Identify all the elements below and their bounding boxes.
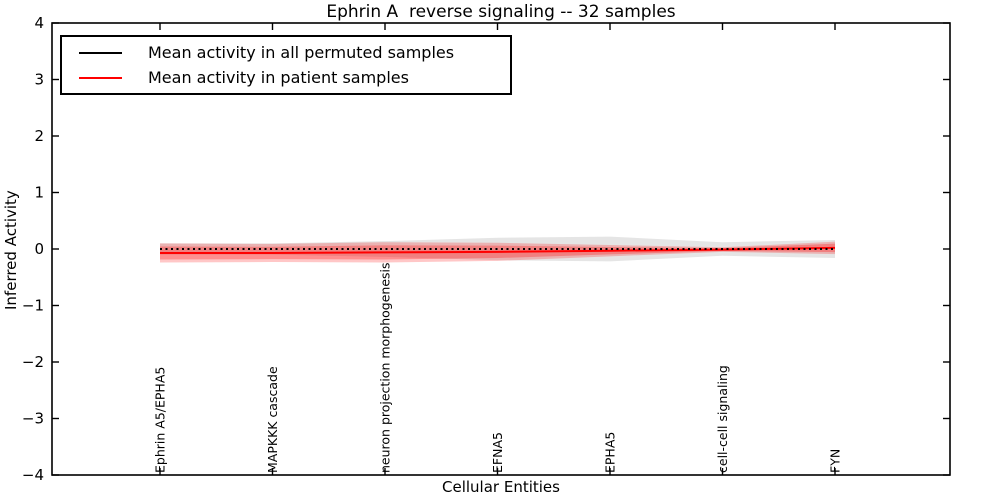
x-entity-label: EFNA5 xyxy=(490,432,505,473)
x-axis-label: Cellular Entities xyxy=(442,478,560,496)
y-tick-label: −1 xyxy=(22,297,44,315)
x-entity-label: cell-cell signaling xyxy=(715,365,730,473)
y-tick-label: −4 xyxy=(22,466,44,484)
y-tick-label: 3 xyxy=(34,71,44,89)
legend-item-permuted: Mean activity in all permuted samples xyxy=(62,43,510,62)
x-entity-label: neuron projection morphogenesis xyxy=(378,262,393,473)
y-tick-label: 2 xyxy=(34,127,44,145)
y-tick-label: 4 xyxy=(34,14,44,32)
red-line-sample-icon xyxy=(79,76,122,79)
x-entity-label: FYN xyxy=(828,449,843,473)
y-tick-label: −3 xyxy=(22,410,44,428)
legend-item-patient: Mean activity in patient samples xyxy=(62,68,510,87)
x-entity-label: Ephrin A5/EPHA5 xyxy=(153,367,168,473)
black-line-sample-icon xyxy=(79,51,122,54)
x-entity-label: EPHA5 xyxy=(603,432,618,473)
y-axis-label: Inferred Activity xyxy=(2,190,20,310)
legend-label-patient: Mean activity in patient samples xyxy=(148,68,409,87)
legend-label-permuted: Mean activity in all permuted samples xyxy=(148,43,455,62)
x-entity-label: MAPKKK cascade xyxy=(265,366,280,473)
legend-box: Mean activity in all permuted samples Me… xyxy=(60,35,512,95)
chart-title: Ephrin A reverse signaling -- 32 samples xyxy=(326,2,676,22)
y-tick-label: −2 xyxy=(22,353,44,371)
y-tick-label: 1 xyxy=(34,184,44,202)
y-tick-label: 0 xyxy=(34,240,44,258)
